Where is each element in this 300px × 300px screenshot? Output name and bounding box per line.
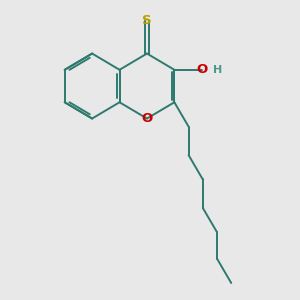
- Text: H: H: [213, 65, 222, 75]
- Text: O: O: [141, 112, 153, 125]
- Text: S: S: [142, 14, 152, 26]
- Text: O: O: [196, 63, 207, 76]
